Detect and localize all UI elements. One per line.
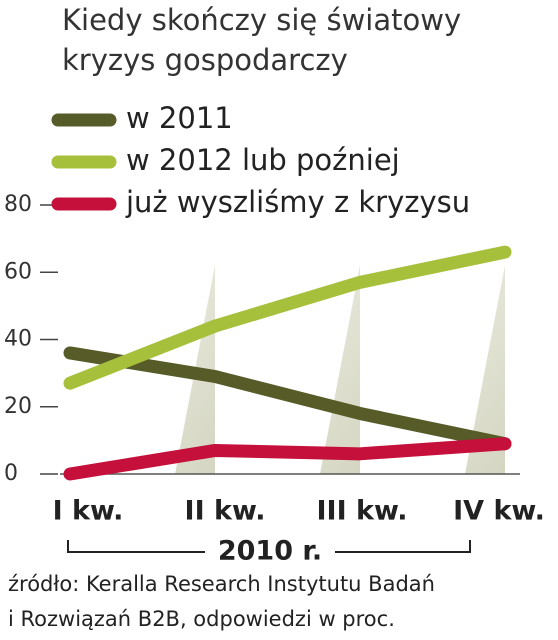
y-tick-label: 80	[4, 192, 32, 217]
source: i Rozwiązań B2B, odpowiedzi w proc.	[8, 607, 395, 631]
background-panel	[215, 265, 360, 474]
series-line	[63, 245, 512, 390]
background-panel	[360, 265, 505, 474]
legend-label: w 2012 lub poźniej	[126, 143, 400, 177]
bracket	[67, 540, 471, 553]
y-tick-label: 0	[4, 461, 18, 486]
source: źródło: Keralla Research Instytutu Badań	[8, 572, 435, 596]
y-tick-label: 40	[4, 327, 32, 352]
x-tick-label: III kw.	[317, 496, 408, 527]
x-tick-label: II kw.	[185, 496, 266, 527]
chart-title: Kiedy skończy się światowy	[62, 3, 461, 37]
legend-label: już wyszliśmy z kryzysu	[125, 185, 470, 219]
x-tick-label: I kw.	[53, 496, 124, 527]
series-line	[63, 437, 512, 481]
y-tick-label: 20	[4, 394, 32, 419]
x-tick-label: IV kw.	[453, 496, 545, 527]
y-tick-label: 60	[4, 259, 32, 284]
x-axis-label: 2010 r.	[218, 536, 322, 567]
chart-title: kryzys gospodarczy	[62, 43, 348, 77]
series-line	[63, 346, 512, 451]
legend-label: w 2011	[126, 101, 233, 135]
